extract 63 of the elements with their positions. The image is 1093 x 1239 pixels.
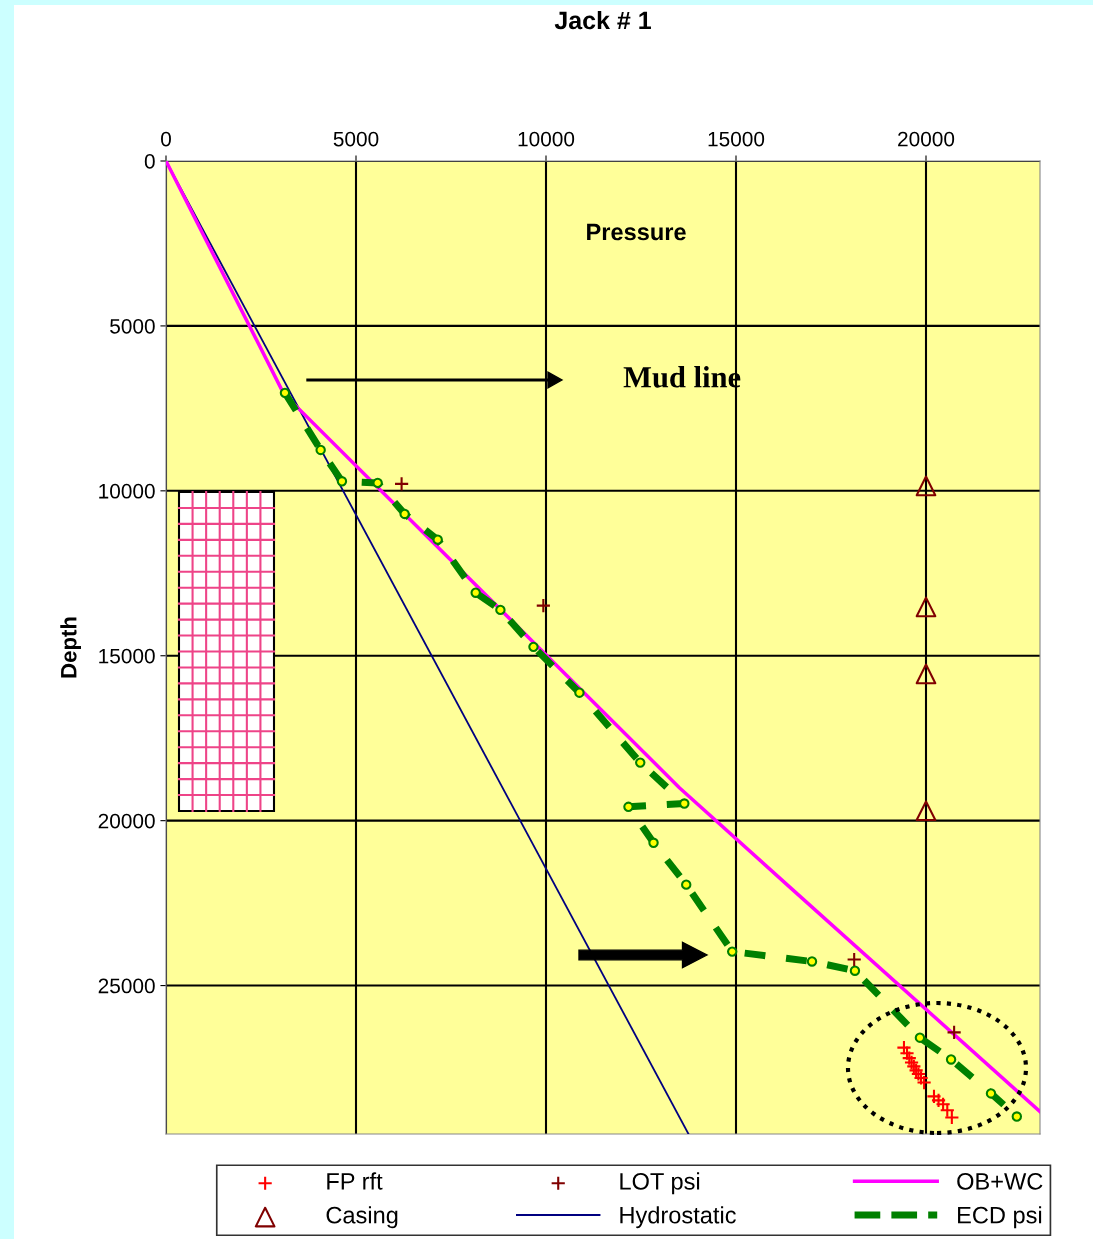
point: [939, 1102, 955, 1118]
point: [908, 1062, 924, 1078]
point: [946, 1024, 962, 1041]
point: [915, 596, 937, 618]
point: [315, 444, 326, 456]
point: [985, 1088, 997, 1099]
y-axis-title: Depth: [60, 617, 81, 678]
y-tick-label: 10000: [99, 483, 155, 499]
point: [336, 476, 348, 487]
point: [623, 801, 634, 813]
x-tick-label: 15000: [708, 131, 765, 147]
point: [495, 604, 506, 616]
point: [806, 956, 818, 967]
x-tick-label: 10000: [518, 131, 575, 147]
y-tick-label: 5000: [110, 318, 155, 334]
point: [913, 1070, 929, 1086]
y-tick-label: 0: [144, 154, 155, 169]
point: [901, 1050, 917, 1066]
point: [899, 1045, 915, 1061]
point: [372, 477, 383, 489]
legend-label: LOT psi: [620, 1172, 700, 1195]
y-tick-label: 20000: [98, 813, 155, 829]
point: [679, 798, 690, 809]
point: [849, 965, 861, 976]
point: [944, 1109, 960, 1126]
point: [926, 1088, 942, 1105]
chart-title: Jack # 1: [554, 10, 651, 30]
point: [846, 951, 862, 968]
point: [574, 687, 585, 698]
legend-label: Hydrostatic: [620, 1206, 736, 1229]
point: [915, 663, 937, 685]
point: [470, 587, 481, 598]
point: [903, 1054, 920, 1071]
annotation: Pressure: [587, 223, 686, 241]
x-tick-label: 0: [161, 131, 171, 147]
point: [432, 534, 443, 545]
point: [906, 1058, 922, 1075]
point: [945, 1054, 957, 1065]
point: [279, 387, 291, 399]
point: [916, 1074, 932, 1091]
point: [935, 1096, 951, 1112]
point: [726, 946, 738, 957]
point: [393, 476, 410, 492]
point: [915, 475, 937, 497]
point: [528, 641, 539, 653]
point: [635, 757, 646, 768]
y-tick-label: 25000: [98, 978, 155, 994]
legend-label: FP rft: [327, 1172, 383, 1190]
point: [399, 508, 410, 520]
point: [910, 1066, 927, 1082]
point: [1011, 1111, 1023, 1122]
point: [915, 800, 937, 822]
y-tick-label: 15000: [99, 648, 155, 664]
legend-label: ECD psi: [958, 1206, 1042, 1229]
legend-label: OB+WC: [957, 1172, 1043, 1190]
point: [930, 1092, 947, 1108]
point: [914, 1032, 926, 1043]
legend-label: Casing: [326, 1206, 398, 1229]
point: [681, 879, 692, 890]
x-tick-label: 20000: [898, 131, 955, 147]
point: [535, 597, 551, 614]
x-tick-label: 5000: [333, 131, 379, 147]
point: [648, 837, 659, 848]
